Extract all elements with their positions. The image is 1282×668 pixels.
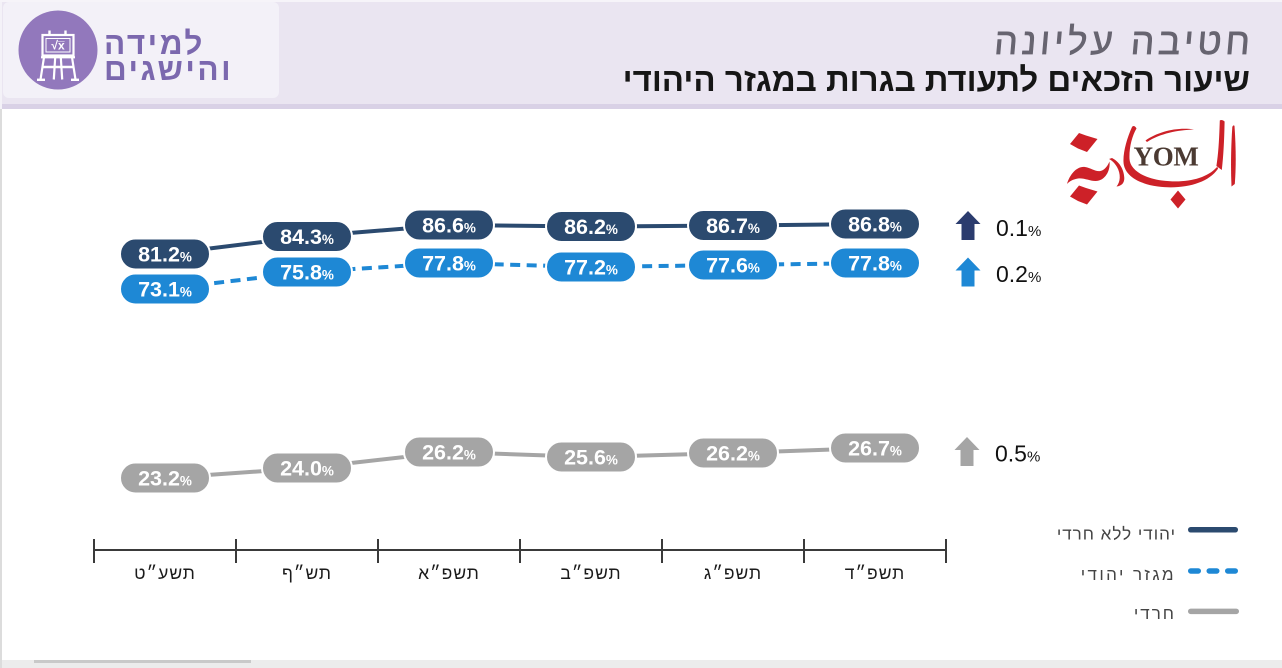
svg-text:86.7%: 86.7% [706, 214, 760, 238]
svg-text:מגזר יהודי: מגזר יהודי [1081, 565, 1176, 584]
svg-text:תש״ף: תש״ף [282, 563, 332, 583]
svg-text:77.6%: 77.6% [706, 254, 760, 278]
svg-text:תשפ״ד: תשפ״ד [845, 563, 905, 583]
svg-text:√x̅: √x̅ [51, 39, 65, 53]
svg-text:26.2%: 26.2% [422, 441, 476, 465]
svg-text:84.3%: 84.3% [280, 225, 334, 249]
svg-text:86.2%: 86.2% [564, 215, 618, 239]
svg-text:77.8%: 77.8% [422, 252, 476, 276]
svg-text:תשפ״א: תשפ״א [418, 563, 480, 583]
svg-text:73.1%: 73.1% [138, 278, 192, 302]
svg-text:24.0%: 24.0% [280, 457, 334, 481]
svg-text:0.1%: 0.1% [996, 215, 1041, 241]
svg-text:86.8%: 86.8% [848, 213, 902, 237]
svg-text:81.2%: 81.2% [138, 243, 192, 267]
svg-text:77.2%: 77.2% [564, 256, 618, 280]
svg-text:77.8%: 77.8% [848, 252, 902, 276]
svg-text:75.8%: 75.8% [280, 261, 334, 285]
svg-text:86.6%: 86.6% [422, 214, 476, 238]
svg-text:YOM: YOM [1134, 142, 1199, 172]
svg-text:0.5%: 0.5% [995, 441, 1040, 467]
svg-text:תשע״ט: תשע״ט [134, 563, 196, 583]
svg-text:0.2%: 0.2% [996, 261, 1041, 287]
svg-text:יהודי ללא חרדי: יהודי ללא חרדי [1057, 525, 1176, 544]
svg-text:26.2%: 26.2% [706, 442, 760, 466]
svg-text:חרדי: חרדי [1134, 604, 1176, 623]
svg-text:25.6%: 25.6% [564, 446, 618, 470]
svg-text:תשפ״ג: תשפ״ג [704, 563, 762, 583]
svg-text:26.7%: 26.7% [848, 437, 902, 461]
svg-text:23.2%: 23.2% [138, 467, 192, 491]
svg-text:תשפ״ב: תשפ״ב [560, 563, 621, 583]
